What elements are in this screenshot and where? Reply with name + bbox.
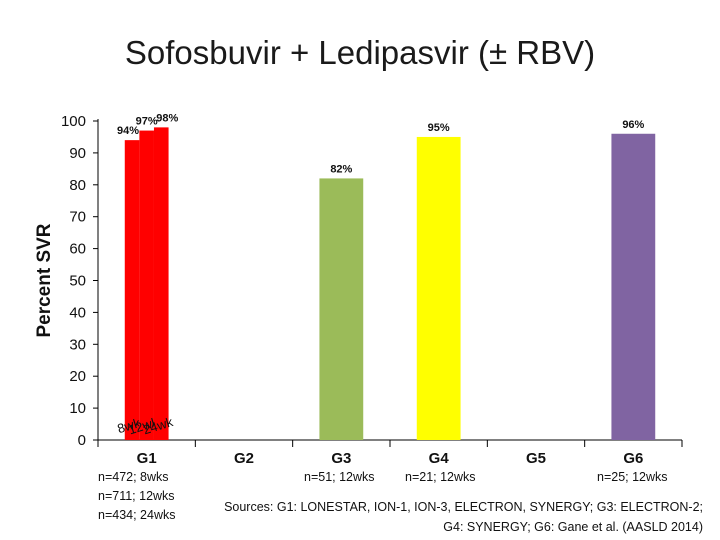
- y-tick-label: 50: [69, 273, 86, 290]
- y-tick-label: 0: [78, 432, 86, 449]
- bar-g1-24wk-label: 98%: [156, 112, 178, 124]
- y-tick-label: 40: [69, 304, 86, 321]
- caption-g1-24wk: n=434; 24wks: [98, 508, 176, 522]
- bar-g6-label: 96%: [622, 119, 644, 131]
- bar-g1-8wk: [124, 140, 140, 440]
- chart-title: Sofosbuvir + Ledipasvir (± RBV): [124, 34, 596, 71]
- bar-g6: [611, 133, 656, 440]
- caption-g3: n=51; 12wks: [304, 470, 375, 484]
- bar-g3: [319, 178, 364, 441]
- caption-g4: n=21; 12wks: [405, 470, 476, 484]
- sources-line-2: G4: SYNERGY; G6: Gane et al. (AASLD 2014…: [443, 520, 703, 534]
- y-tick-label: 70: [69, 209, 86, 226]
- x-tick-label-g3: G3: [331, 450, 351, 467]
- y-tick-label: 80: [69, 177, 86, 194]
- x-tick-label-g4: G4: [429, 450, 450, 467]
- bar-g3-label: 82%: [330, 163, 352, 175]
- y-tick-label: 90: [69, 145, 86, 162]
- bar-g1-24wk: [153, 127, 169, 440]
- y-tick-label: 20: [69, 368, 86, 385]
- x-tick-label-g6: G6: [623, 450, 643, 467]
- caption-g1-8wk: n=472; 8wks: [98, 470, 169, 484]
- bar-g1-12wk: [139, 130, 154, 440]
- bar-g1-8wk-duration-label: 8wk: [116, 415, 143, 436]
- y-tick-label: 60: [69, 241, 86, 258]
- y-tick-label: 100: [61, 113, 86, 130]
- x-tick-label-g5: G5: [526, 450, 546, 467]
- sources-line-1: Sources: G1: LONESTAR, ION-1, ION-3, ELE…: [224, 500, 703, 514]
- sources-note: Sources: G1: LONESTAR, ION-1, ION-3, ELE…: [200, 497, 703, 537]
- bar-g4-label: 95%: [428, 122, 450, 134]
- bar-g4: [416, 136, 461, 440]
- y-axis-title: Percent SVR: [34, 223, 55, 337]
- caption-g1-12wk: n=711; 12wks: [98, 489, 175, 503]
- x-tick-label-g2: G2: [234, 450, 254, 467]
- caption-g6: n=25; 12wks: [597, 470, 668, 484]
- y-tick-label: 10: [69, 400, 86, 417]
- bar-g1-8wk-label: 94%: [117, 125, 139, 137]
- bar-g1-12wk-label: 97%: [136, 116, 158, 128]
- x-tick-label-g1: G1: [137, 450, 157, 467]
- caption-g1: n=472; 8wks n=711; 12wks n=434; 24wks: [98, 468, 175, 525]
- y-tick-label: 30: [69, 336, 86, 353]
